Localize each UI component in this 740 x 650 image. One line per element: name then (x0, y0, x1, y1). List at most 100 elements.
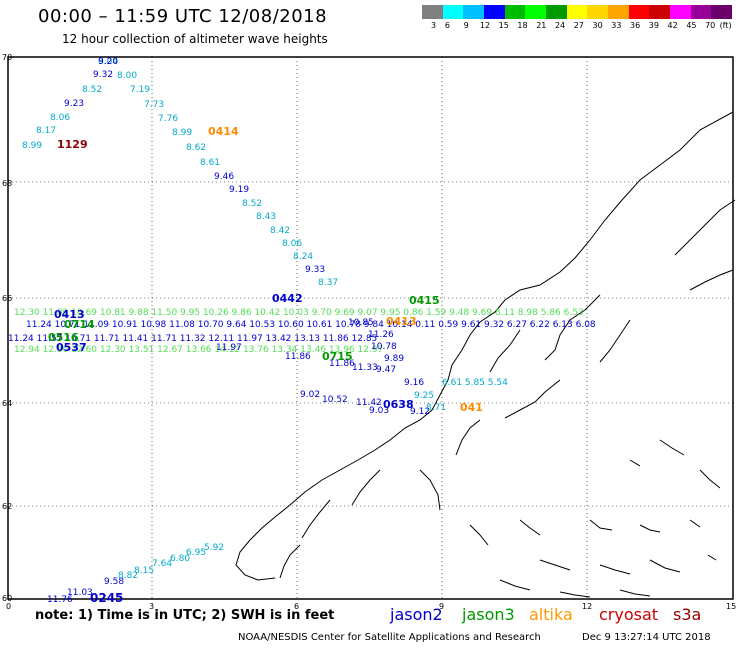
track-value: 10.78 (371, 342, 397, 352)
x-tick-label: 0 (6, 602, 11, 611)
x-tick-label: 15 (726, 602, 736, 611)
x-tick-label: 12 (582, 602, 592, 611)
track-value: 11.42 (356, 398, 382, 408)
track-value: 9.16 (404, 378, 424, 388)
track-value: 8.52 (242, 199, 262, 209)
legend-label: 30 (592, 21, 603, 30)
legend-swatch (504, 5, 526, 19)
track-jason2-c: 11.76 11.03 9.58 8.82 8.15 7.64 6.80 6.9… (47, 543, 224, 605)
track-hour-label: 0442 (272, 292, 303, 305)
track-value: 9.32 (93, 70, 113, 80)
track-value: 8.99 (22, 141, 42, 151)
track-hour-label: 1129 (57, 138, 88, 151)
legend-label: 18 (517, 21, 528, 30)
legend-label: 36 (630, 21, 641, 30)
track-value: 8.06 (50, 113, 70, 123)
x-tick-label: 6 (294, 602, 299, 611)
track-value: 7.76 (158, 114, 178, 124)
legend-swatch (442, 5, 464, 19)
legend-altika: altika (529, 605, 573, 624)
legend-label: 24 (554, 21, 566, 30)
track-altika-a: 8.00 7.19 7.73 7.76 8.99 0414 8.62 8.61 … (117, 71, 338, 288)
legend-jason3: jason3 (462, 605, 515, 624)
track-value: 5.92 (204, 543, 224, 553)
y-axis-labels: 70 68 66 64 62 60 (2, 53, 12, 603)
track-value: 8.43 (256, 212, 276, 222)
track-value: 9.25 (414, 391, 434, 401)
track-hour-label: 0413 (386, 315, 417, 328)
track-value: 7.19 (130, 85, 150, 95)
y-tick-label: 66 (2, 294, 12, 303)
track-value: 11.03 (67, 588, 93, 598)
legend-swatch (422, 5, 443, 19)
legend-swatch (690, 5, 712, 19)
legend-swatch (711, 5, 733, 19)
track-value: 8.37 (318, 278, 338, 288)
legend-swatch (628, 5, 650, 19)
track-value: 7.64 (152, 559, 172, 569)
track-value: 7.73 (144, 100, 164, 110)
track-value: 9.23 (64, 99, 84, 109)
track-value: 9.20 (98, 57, 118, 67)
legend-label: 21 (536, 21, 547, 30)
track-value: 9.19 (229, 185, 249, 195)
grid-lines (8, 57, 733, 599)
credit-text: NOAA/NESDIS Center for Satellite Applica… (238, 632, 541, 643)
track-jason2-b: 10.85 11.26 10.78 9.89 9.47 9.16 9.25 9.… (348, 318, 446, 417)
track-value: 9.02 (300, 390, 320, 400)
color-legend-bar (422, 5, 733, 19)
row-values: 12.30 11.89 10.69 10.81 9.88 11.50 9.95 … (14, 308, 584, 318)
x-axis-labels: 0 3 6 9 12 15 (6, 602, 736, 611)
page-subtitle: 12 hour collection of altimeter wave hei… (62, 32, 328, 46)
legend-label: 70 (705, 21, 716, 30)
legend-label: 39 (648, 21, 659, 30)
dense-row-66b: 11.24 10.71 11.09 10.91 10.98 11.08 10.7… (26, 320, 596, 330)
legend-swatch (525, 5, 547, 19)
y-tick-label: 60 (2, 594, 12, 603)
legend-label: 33 (611, 21, 622, 30)
track-value: 10.52 (322, 395, 348, 405)
dense-row-65a: 11.24 11.57 10.71 11.71 11.41 11.71 11.3… (8, 334, 377, 344)
legend-swatch (566, 5, 588, 19)
track-hour-label: 0638 (383, 398, 414, 411)
legend-jason2: jason2 (390, 605, 443, 624)
track-value: 8.17 (36, 126, 56, 136)
y-tick-label: 68 (2, 179, 12, 188)
track-value: 8.99 (172, 128, 192, 138)
coastline (235, 111, 736, 598)
legend-swatch (546, 5, 567, 19)
legend-label: 3 (430, 21, 437, 30)
track-value: 8.42 (270, 226, 290, 236)
row-values: 6.61 5.85 5.54 (442, 378, 508, 388)
legend-swatch (608, 5, 629, 19)
legend-swatch (463, 5, 485, 19)
track-value: 8.61 (200, 158, 220, 168)
track-value: 8.62 (186, 143, 206, 153)
track-value: 11.86 (329, 359, 355, 369)
legend-label: 6 (444, 21, 450, 30)
track-value: 11.33 (352, 363, 378, 373)
row-values: 12.94 12.50 12.60 12.30 13.51 12.67 13.6… (14, 345, 383, 355)
track-value: 8.82 (118, 571, 138, 581)
timestamp: Dec 9 13:27:14 UTC 2018 (582, 632, 711, 643)
track-value: 8.24 (293, 252, 313, 262)
cluster-hour-labels: 0413 0714 0516 0537 0442 0415 0413 0715 … (48, 292, 483, 605)
track-value: 11.97 (216, 343, 242, 353)
track-value: 8.52 (82, 85, 102, 95)
track-value: 8.15 (134, 566, 154, 576)
dense-row-65b: 12.94 12.50 12.60 12.30 13.51 12.67 13.6… (14, 345, 383, 355)
x-tick-label: 3 (149, 602, 154, 611)
track-value: 9.33 (305, 265, 325, 275)
y-tick-label: 64 (2, 399, 12, 408)
track-hour-label: 0415 (409, 294, 440, 307)
y-tick-label: 62 (2, 502, 12, 511)
track-hour-label: 0414 (208, 125, 239, 138)
track-value: 8.06 (282, 239, 302, 249)
legend-label: 45 (686, 21, 697, 30)
track-hour-label: 0245 (90, 591, 123, 605)
track-value: 8.04 (98, 57, 118, 67)
track-hour-label: 0537 (56, 341, 87, 354)
track-value: 10.85 (348, 318, 374, 328)
track-value: 8.71 (426, 403, 446, 413)
